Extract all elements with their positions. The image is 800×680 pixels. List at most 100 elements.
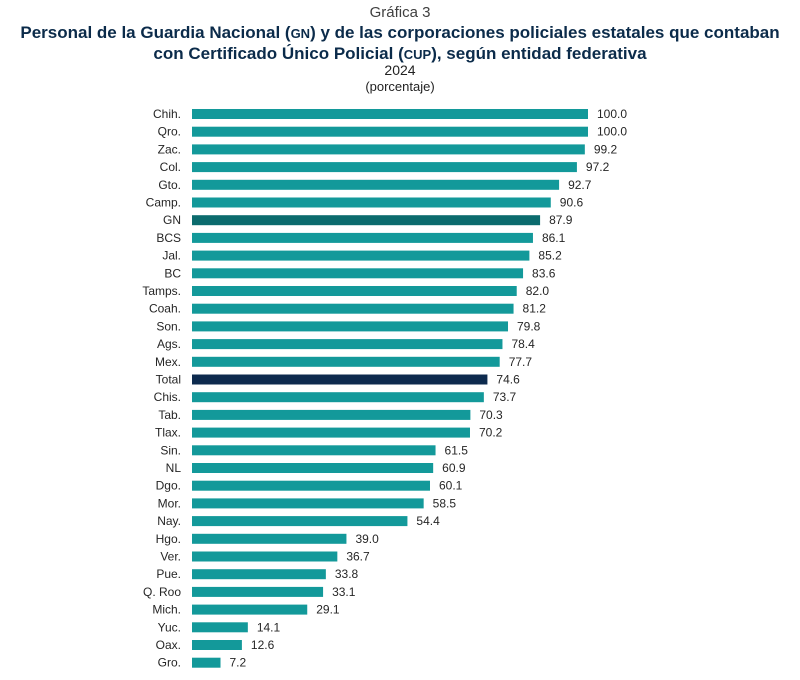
bar	[192, 622, 248, 633]
value-label: 73.7	[493, 390, 517, 404]
bar	[192, 569, 326, 580]
category-label: Tamps.	[142, 284, 181, 298]
category-label: Mex.	[155, 355, 181, 369]
bar	[192, 215, 541, 226]
title-part: ), según entidad federativa	[431, 44, 647, 63]
category-label: Jal.	[162, 249, 181, 263]
category-label: BC	[164, 266, 181, 280]
chart-unit: (porcentaje)	[365, 79, 435, 94]
category-label: Chih.	[153, 107, 181, 121]
bar	[192, 179, 560, 190]
value-label: 92.7	[568, 178, 592, 192]
value-label: 79.8	[517, 319, 541, 333]
bar	[192, 604, 308, 615]
value-label: 78.4	[511, 337, 535, 351]
value-label: 90.6	[560, 196, 584, 210]
value-label: 85.2	[538, 249, 562, 263]
bar	[192, 657, 221, 668]
bar	[192, 586, 324, 597]
category-label: Tlax.	[155, 426, 181, 440]
category-label: Tab.	[158, 408, 181, 422]
bar	[192, 109, 588, 119]
category-label: Q. Roo	[143, 585, 181, 599]
bar	[192, 463, 434, 473]
bar	[192, 232, 533, 243]
value-label: 14.1	[257, 620, 281, 634]
bar	[192, 516, 408, 527]
category-label: Sin.	[160, 443, 181, 457]
category-label: Mich.	[152, 603, 181, 617]
value-label: 74.6	[496, 373, 520, 387]
category-label: GN	[163, 213, 181, 227]
value-label: 87.9	[549, 213, 573, 227]
bar	[192, 551, 338, 562]
value-label: 54.4	[416, 514, 440, 528]
category-label: Pue.	[156, 567, 181, 581]
value-label: 60.9	[442, 461, 466, 475]
title-part: ) y de las corporaciones policiales esta…	[310, 23, 780, 42]
value-label: 36.7	[346, 550, 370, 564]
category-label: Oax.	[156, 638, 181, 652]
category-label: Mor.	[158, 496, 181, 510]
category-label: Gto.	[158, 178, 181, 192]
category-label: Son.	[156, 319, 181, 333]
value-label: 33.1	[332, 585, 356, 599]
value-label: 70.2	[479, 426, 503, 440]
bar	[192, 427, 470, 438]
category-label: Hgo.	[156, 532, 181, 546]
bar	[192, 303, 514, 314]
value-label: 77.7	[509, 355, 533, 369]
value-label: 81.2	[523, 302, 547, 316]
bar	[192, 409, 471, 420]
bar	[192, 197, 551, 208]
value-label: 82.0	[526, 284, 550, 298]
value-label: 12.6	[251, 638, 275, 652]
bar	[192, 480, 430, 491]
title-abbr-cup: CUP	[403, 47, 432, 62]
chart-year: 2024	[384, 62, 416, 78]
bar	[192, 286, 517, 296]
value-label: 100.0	[597, 107, 627, 121]
bar	[192, 162, 577, 173]
title-abbr-gn: GN	[290, 26, 311, 41]
bar	[192, 356, 500, 367]
category-label: Yuc.	[158, 620, 181, 634]
value-label: 100.0	[597, 125, 627, 139]
value-label: 60.1	[439, 479, 463, 493]
value-label: 33.8	[335, 567, 359, 581]
bar	[192, 392, 484, 403]
value-label: 99.2	[594, 142, 618, 156]
bar	[192, 640, 242, 650]
bar	[192, 321, 509, 332]
category-label: Chis.	[154, 390, 181, 404]
chart-kicker: Gráfica 3	[369, 4, 431, 21]
category-label: BCS	[156, 231, 181, 245]
chart-title: Personal de la Guardia Nacional (GN) y d…	[0, 23, 800, 65]
value-label: 97.2	[586, 160, 610, 174]
value-label: 86.1	[542, 231, 566, 245]
title-part: Personal de la Guardia Nacional (	[20, 23, 291, 42]
value-label: 61.5	[445, 443, 469, 457]
category-label: Gro.	[158, 656, 181, 670]
value-label: 83.6	[532, 266, 556, 280]
bar	[192, 445, 436, 456]
category-label: Dgo.	[156, 479, 181, 493]
category-label: Qro.	[158, 125, 181, 139]
bar	[192, 374, 488, 385]
bar	[192, 268, 524, 279]
category-label: Camp.	[146, 196, 181, 210]
category-label: Nay.	[157, 514, 181, 528]
bar	[192, 250, 530, 261]
bar	[192, 498, 424, 509]
category-label: Ver.	[160, 550, 181, 564]
category-label: NL	[166, 461, 182, 475]
value-label: 7.2	[230, 656, 247, 670]
value-label: 29.1	[316, 603, 340, 617]
bar	[192, 339, 503, 350]
value-label: 70.3	[479, 408, 503, 422]
value-label: 39.0	[355, 532, 379, 546]
bar	[192, 126, 588, 137]
category-label: Ags.	[157, 337, 181, 351]
category-label: Col.	[160, 160, 181, 174]
